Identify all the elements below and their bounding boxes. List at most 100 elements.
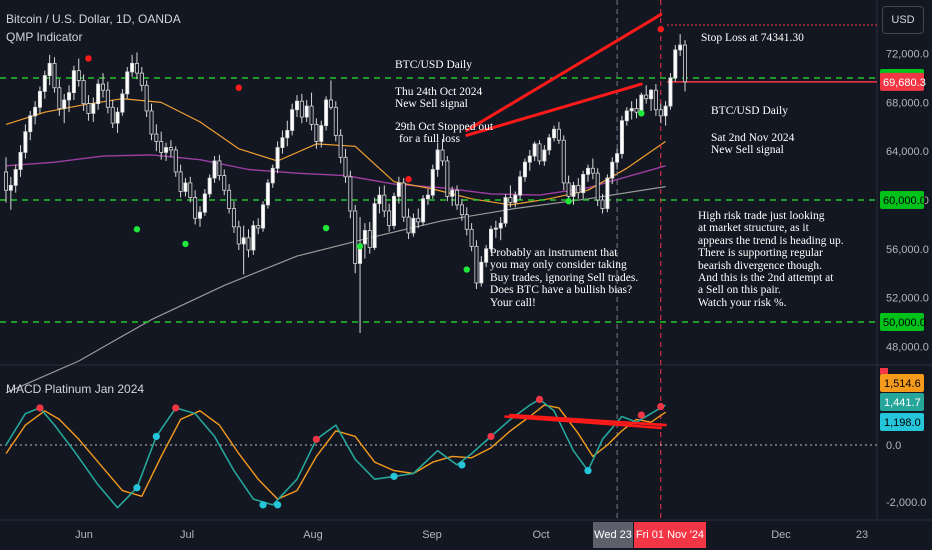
candle — [610, 157, 615, 185]
bearish-divergence-line — [504, 415, 663, 430]
candle-body-up — [493, 227, 498, 230]
candle-body-up — [678, 44, 683, 51]
signal-note-1: Thu 24th Oct 2024 New Sell signal — [395, 86, 482, 111]
candle — [251, 220, 256, 255]
price-axis-tick: 56,000.0 — [886, 244, 929, 256]
date-highlight-label: Wed 23 — [594, 529, 632, 541]
candle — [261, 201, 266, 232]
buy-signal-dot — [565, 198, 572, 205]
candle-body-down — [149, 110, 154, 135]
signal-note-1-line: Thu 24th Oct 2024 — [395, 86, 483, 98]
price-level-label-bg — [880, 72, 924, 91]
resistance-trendline — [465, 13, 663, 132]
candle-body-down — [343, 156, 348, 178]
candle-body-up — [518, 176, 523, 196]
candle — [469, 223, 474, 252]
candle — [556, 121, 561, 144]
candle — [101, 73, 106, 98]
candle-body-down — [134, 62, 139, 74]
candle — [624, 107, 629, 126]
macd-value-label: 1,441.7 — [884, 397, 921, 409]
candle — [537, 140, 542, 165]
candle-body-up — [13, 169, 18, 186]
candle-body-up — [372, 203, 377, 248]
candle-body-down — [309, 105, 314, 125]
buy-signal-dot — [322, 224, 330, 232]
candle-body-down — [328, 99, 333, 108]
candle — [673, 45, 678, 82]
candle — [280, 130, 285, 154]
candle — [275, 141, 280, 174]
candle — [13, 164, 18, 193]
candle — [440, 139, 445, 166]
macd-sell-dot — [36, 404, 44, 412]
candle-body-down — [168, 147, 173, 151]
candle-body-up — [42, 75, 47, 92]
candle — [634, 98, 639, 119]
candle — [178, 164, 183, 198]
bias-note: Probably an instrument that you may only… — [490, 247, 638, 309]
buy-signal-dot — [133, 226, 141, 233]
candle — [581, 170, 586, 199]
daily-label-1: BTC/USD Daily — [395, 59, 472, 71]
risk-note-line: High risk trade just looking — [698, 210, 825, 222]
daily-label-2: BTC/USD Daily — [711, 105, 788, 117]
macd-line — [5, 398, 667, 509]
candle — [314, 118, 319, 149]
candle — [193, 190, 198, 225]
macd-sell-dot — [535, 395, 544, 403]
candle-body-down — [683, 44, 688, 83]
candle — [76, 58, 81, 87]
candle — [37, 86, 42, 114]
candle — [503, 193, 508, 227]
currency-button[interactable]: USD — [882, 6, 924, 34]
candle — [595, 168, 600, 207]
macd-pane-title: MACD Platinum Jan 2024 — [6, 382, 145, 396]
bias-note-line: Buy trades, ignoring Sell trades. — [490, 271, 639, 284]
candle — [227, 184, 232, 214]
macd-value-label: 1,514.6 — [884, 378, 921, 390]
candle — [343, 148, 348, 183]
candle — [600, 193, 605, 214]
candle-body-down — [401, 182, 406, 218]
candle — [508, 185, 513, 208]
candle — [455, 185, 460, 210]
candle-body-up — [552, 128, 557, 139]
candle-body-up — [411, 217, 416, 234]
price-level-label: 60,000.0 — [883, 195, 926, 207]
candle-body-down — [256, 225, 261, 229]
candle — [139, 67, 144, 92]
candle — [217, 154, 222, 181]
candle — [406, 208, 411, 240]
candle-body-down — [231, 208, 236, 228]
candle — [42, 70, 47, 99]
candle — [57, 79, 62, 116]
candle — [333, 101, 338, 142]
candle — [159, 131, 164, 160]
macd-axis-tick: 0.0 — [886, 440, 901, 452]
candle-body-down — [338, 134, 343, 158]
bias-note-line: Does BTC have a bullish bias? — [490, 284, 633, 297]
candle — [67, 85, 72, 113]
candle-body-up — [115, 111, 120, 124]
candle-body-up — [391, 195, 396, 227]
candle — [115, 107, 120, 133]
price-level-label-bg — [880, 191, 924, 209]
signal-note-2-line: New Sell signal — [711, 144, 784, 157]
candle — [576, 178, 581, 199]
candle — [96, 79, 101, 110]
candle — [566, 175, 571, 203]
risk-note-line: at market structure, as it — [698, 222, 809, 235]
macd-buy-dot — [133, 484, 141, 492]
candle — [33, 101, 38, 125]
candle — [547, 134, 552, 155]
candle — [459, 198, 464, 221]
candle — [222, 169, 227, 196]
candle-body-down — [537, 143, 542, 162]
buy-signal-dot — [463, 266, 470, 273]
candle-body-down — [4, 171, 9, 191]
price-level-label: 50,000.0 — [883, 317, 926, 329]
candle-body-up — [581, 173, 586, 194]
candle — [484, 245, 489, 268]
candle — [231, 201, 236, 233]
